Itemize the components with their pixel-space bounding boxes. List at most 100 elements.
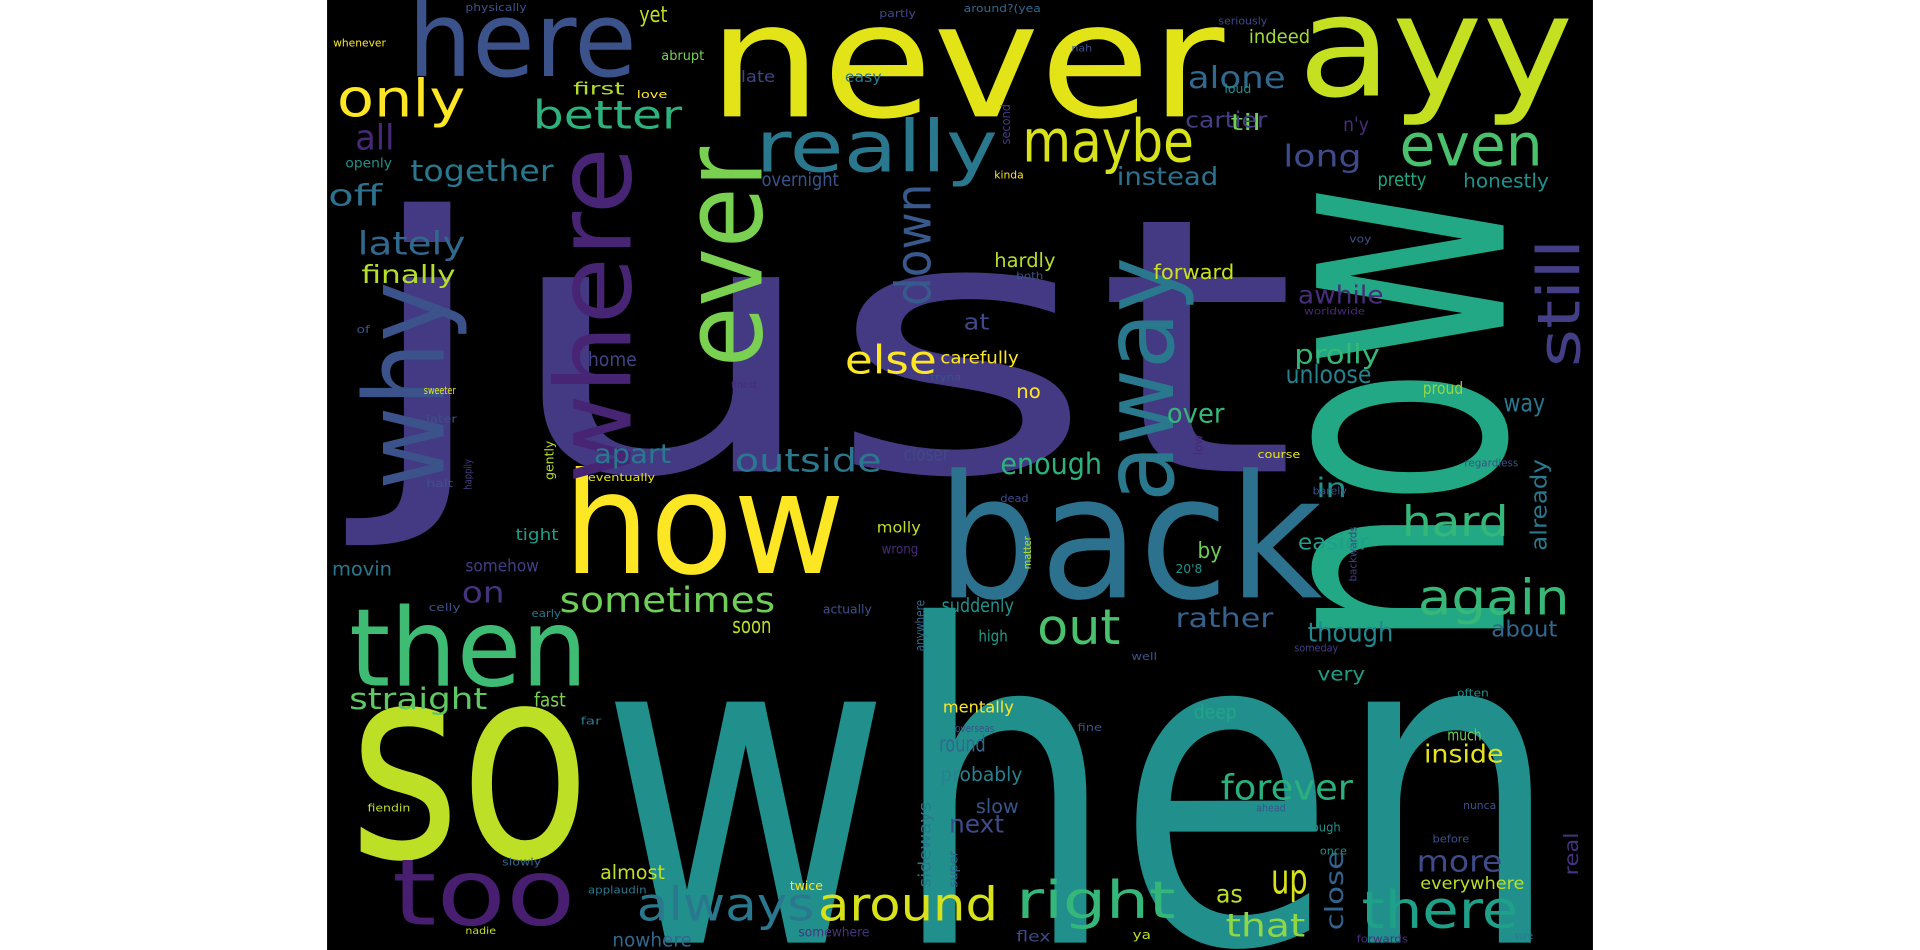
cloud-word: right	[1016, 871, 1175, 931]
cloud-word: both	[1016, 271, 1043, 282]
cloud-word: course	[1257, 448, 1300, 461]
cloud-word: of	[356, 323, 371, 336]
cloud-word: barely	[1313, 485, 1348, 498]
cloud-word: second	[999, 104, 1013, 144]
cloud-word: nowhere	[612, 928, 692, 950]
cloud-word: super	[947, 850, 961, 888]
cloud-word: up	[1271, 855, 1308, 904]
cloud-word: on	[462, 575, 505, 609]
cloud-word: back	[937, 439, 1323, 638]
cloud-word: physically	[465, 1, 527, 14]
cloud-word: ayy	[1298, 0, 1573, 129]
cloud-word: tryna	[931, 373, 962, 384]
cloud-word: already	[1527, 459, 1552, 551]
cloud-word: gently	[543, 441, 557, 480]
cloud-word: probably	[940, 763, 1022, 786]
cloud-word: kinda	[994, 169, 1023, 182]
cloud-word: sideways	[916, 802, 936, 888]
cloud-word: movin	[332, 557, 392, 580]
cloud-word: finally	[361, 260, 455, 289]
cloud-word: backwards	[1347, 526, 1360, 581]
cloud-word: forward	[1153, 260, 1234, 284]
cloud-word: before	[1433, 832, 1470, 845]
cloud-word: else	[845, 338, 937, 383]
cloud-word: voy	[1349, 232, 1372, 245]
cloud-word: all	[355, 118, 394, 158]
cloud-word: then	[349, 587, 588, 712]
cloud-word: yet	[639, 3, 667, 28]
cloud-word: loud	[1224, 82, 1251, 96]
cloud-word: celly	[429, 601, 461, 614]
cloud-word: so	[349, 607, 590, 921]
cloud-word: n'y	[1343, 113, 1369, 136]
cloud-word: outside	[735, 441, 882, 479]
cloud-word: overseas	[955, 722, 994, 735]
cloud-word: lately	[358, 225, 466, 263]
cloud-word: over	[1167, 398, 1225, 429]
cloud-word: slowly	[502, 856, 542, 869]
cloud-word: later	[426, 412, 457, 425]
cloud-word: almost	[600, 861, 665, 884]
cloud-word: fiendin	[367, 802, 410, 815]
cloud-word: dead	[1000, 492, 1028, 505]
cloud-word: suddenly	[942, 594, 1014, 617]
cloud-word: high	[978, 626, 1007, 645]
cloud-word: way	[1504, 388, 1546, 417]
cloud-word: seriously	[1218, 14, 1267, 27]
cloud-word: too	[392, 839, 576, 946]
cloud-word: sure	[1515, 931, 1533, 942]
cloud-word: easy	[845, 69, 882, 86]
cloud-word: even	[1399, 110, 1542, 179]
cloud-word: actually	[823, 602, 872, 616]
cloud-word: halt	[426, 477, 454, 490]
cloud-word: slow	[976, 795, 1019, 818]
cloud-word: til	[1231, 111, 1262, 136]
cloud-word: instead	[1117, 162, 1219, 191]
cloud-word: straight	[349, 682, 487, 716]
cloud-word: about	[1491, 618, 1557, 643]
cloud-word: regardless	[1464, 456, 1518, 469]
cloud-word: just	[339, 141, 1298, 555]
cloud-word: anywhere	[913, 600, 928, 651]
cloud-word: together	[410, 154, 554, 188]
cloud-word: late	[741, 67, 775, 86]
cloud-word: finest	[731, 380, 757, 391]
cloud-word: low	[1191, 435, 1205, 456]
cloud-word: through	[1295, 820, 1340, 834]
cloud-word: eventually	[588, 471, 656, 484]
cloud-word: down	[886, 184, 943, 306]
cloud-word: why	[341, 282, 469, 490]
cloud-word: hardly	[994, 249, 1055, 272]
cloud-word: soon	[732, 614, 771, 639]
cloud-word: that	[1226, 907, 1306, 945]
cloud-word: pretty	[1377, 170, 1426, 191]
cloud-word: happily	[462, 459, 475, 490]
cloud-word: proud	[1423, 379, 1463, 399]
cloud-word: well	[1131, 650, 1157, 663]
cloud-word: maybe	[1022, 107, 1193, 176]
cloud-word: ever	[660, 146, 788, 367]
cloud-word: indeed	[1249, 27, 1310, 48]
cloud-word: carefully	[940, 349, 1018, 369]
cloud-word: better	[533, 94, 683, 139]
cloud-word: molly	[877, 520, 921, 537]
cloud-word: in	[1316, 473, 1347, 504]
cloud-word: no	[1016, 380, 1040, 403]
cloud-word: deep	[1194, 701, 1237, 724]
cloud-word: forever	[1221, 768, 1354, 808]
cloud-word: early	[532, 607, 562, 620]
cloud-word: enough	[1000, 447, 1102, 481]
cloud-word: unloose	[1286, 360, 1372, 389]
cloud-word: as	[1216, 879, 1243, 908]
cloud-word: fine	[1078, 721, 1103, 734]
cloud-word: somehow	[465, 557, 538, 577]
cloud-word: someday	[1294, 641, 1338, 654]
cloud-word: again	[1418, 570, 1570, 627]
cloud-word: home	[588, 348, 637, 371]
cloud-word: cartier	[1185, 108, 1268, 133]
cloud-word: everywhere	[1420, 874, 1524, 894]
cloud-word: around?(yea	[964, 2, 1041, 15]
cloud-word: 20'8	[1175, 562, 1202, 576]
cloud-word: forwards	[1357, 933, 1409, 946]
